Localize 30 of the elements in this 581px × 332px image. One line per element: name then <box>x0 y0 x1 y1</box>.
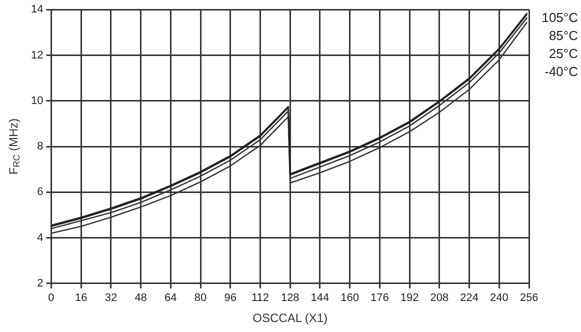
x-tick-label: 144 <box>310 292 330 304</box>
x-tick-label: 96 <box>224 292 237 304</box>
y-tick-label: 4 <box>37 232 44 244</box>
series-label: 105°C <box>542 10 578 26</box>
x-tick-label: 0 <box>48 292 54 304</box>
x-tick-label: 160 <box>340 292 360 304</box>
y-tick-label: 14 <box>30 4 44 16</box>
x-tick-label: 32 <box>104 292 118 304</box>
x-tick-label: 128 <box>280 292 300 304</box>
y-tick-label: 12 <box>30 49 44 62</box>
x-tick-label: 80 <box>194 292 207 304</box>
x-tick-label: 64 <box>164 292 177 304</box>
y-axis-title: FRC (MHz) <box>6 118 22 175</box>
x-tick-label: 112 <box>251 292 270 304</box>
x-tick-label: 48 <box>134 292 147 304</box>
y-tick-label: 2 <box>37 277 44 290</box>
text: -40°C <box>544 64 578 80</box>
x-tick-label: 240 <box>490 292 508 304</box>
x-axis-title: OSCCAL (X1) <box>252 311 328 326</box>
text: 25°C <box>548 46 578 62</box>
y-tick-label: 10 <box>30 94 44 107</box>
y-tick-label: 6 <box>37 186 44 198</box>
x-tick-label: 192 <box>400 292 419 304</box>
x-tick-label: 224 <box>460 292 478 304</box>
x-tick-label: 256 <box>520 292 538 304</box>
text: 85°C <box>548 28 578 44</box>
y-tick-label: 8 <box>37 140 44 153</box>
x-tick-label: 16 <box>74 292 88 304</box>
x-tick-label: 208 <box>430 292 449 304</box>
x-tick-label: 176 <box>370 292 389 304</box>
